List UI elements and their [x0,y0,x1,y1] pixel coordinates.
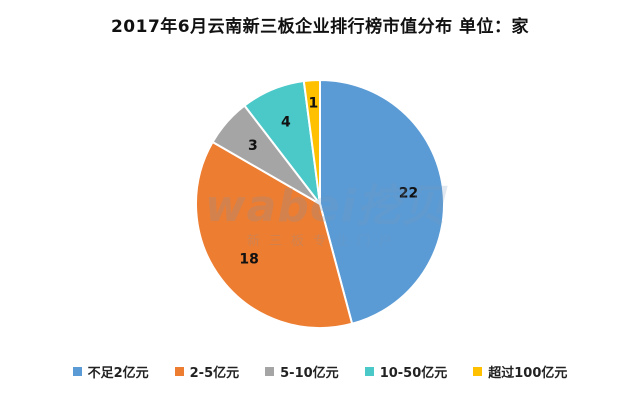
legend-item: 5-10亿元 [265,362,339,381]
legend-item: 超过100亿元 [473,362,567,381]
legend-label: 超过100亿元 [488,366,568,381]
chart-title: 2017年6月云南新三板企业排行榜市值分布 单位：家 [110,17,530,37]
legend-item: 10-50亿元 [364,362,448,381]
data-label: 22 [399,185,418,201]
legend: 不足2亿元 2-5亿元 5-10亿元 10-50亿元 超过100亿元 [0,362,640,381]
pie-slice [302,78,321,205]
data-label: 4 [281,115,291,131]
legend-swatch [174,367,184,376]
legend-item: 不足2亿元 [72,362,149,381]
legend-label: 5-10亿元 [280,366,339,381]
legend-swatch [265,367,275,376]
legend-swatch [72,367,82,376]
legend-swatch [364,367,374,376]
data-label: 1 [308,96,318,112]
legend-item: 2-5亿元 [174,362,240,381]
data-label: 3 [248,138,258,154]
legend-label: 2-5亿元 [189,366,240,381]
pie-slice [319,78,445,326]
legend-swatch [473,367,483,376]
pie-slice [195,140,354,329]
legend-label: 不足2亿元 [87,366,149,381]
data-label: 18 [239,251,258,267]
legend-label: 10-50亿元 [379,366,448,381]
